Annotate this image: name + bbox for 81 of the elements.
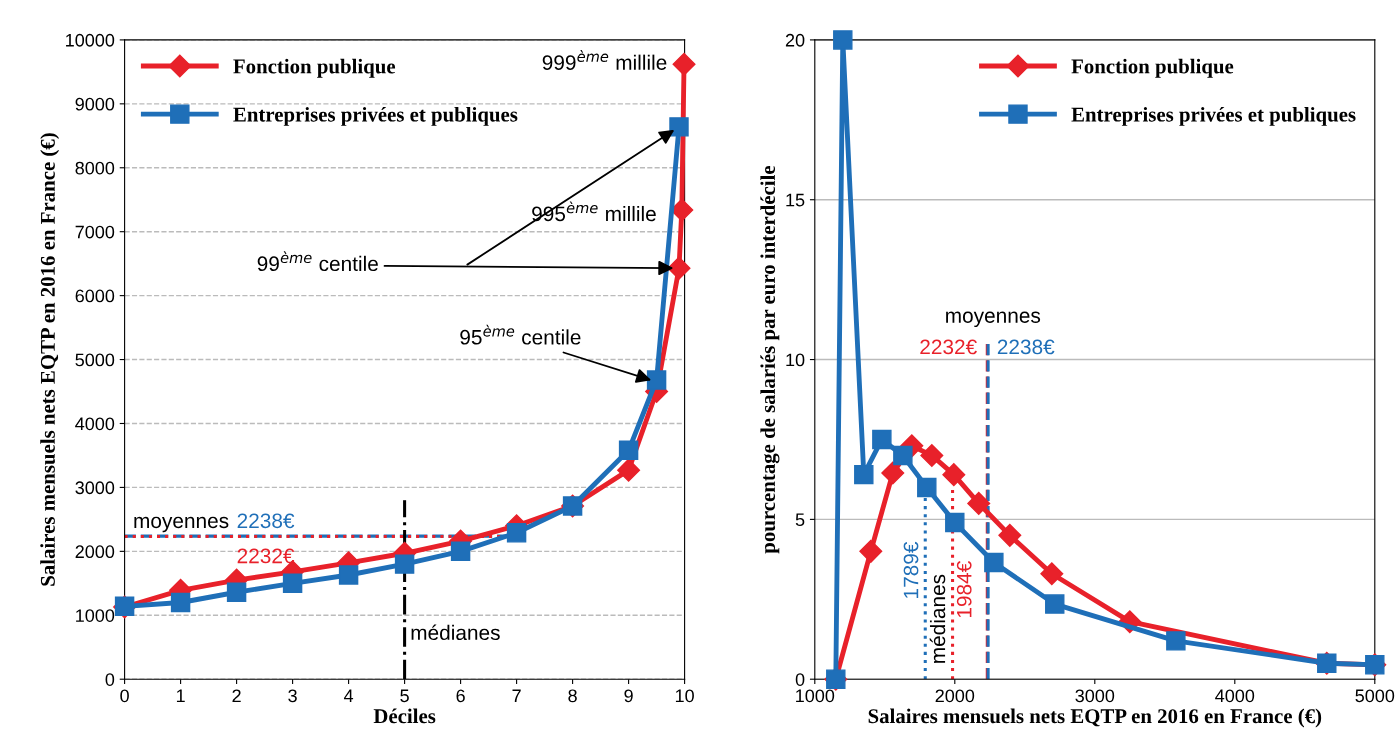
- point: [967, 491, 991, 515]
- annotation: 999$^{ème}$ millile: [542, 50, 667, 70]
- y-tick-label: 7000: [75, 225, 115, 239]
- point: [1166, 631, 1186, 651]
- point: [833, 30, 853, 50]
- annotation: 95$^{ème}$ centile: [460, 324, 581, 345]
- point: [394, 554, 415, 574]
- point: [282, 573, 303, 594]
- y-tick-label: 2000: [75, 545, 115, 559]
- point: [881, 461, 905, 485]
- point: [859, 539, 883, 563]
- x-tick-label: 9: [624, 689, 633, 703]
- point: [170, 592, 191, 613]
- x-tick-label: 3: [288, 689, 297, 703]
- y-tick-label: 9000: [75, 97, 115, 111]
- x-tick-label: 0: [120, 689, 129, 703]
- x-tick-label: 4: [343, 689, 354, 703]
- annotation: médianes: [929, 574, 946, 663]
- x-tick-label: 5000: [1355, 689, 1395, 703]
- point: [1040, 562, 1064, 586]
- point: [1045, 594, 1065, 614]
- x-tick-label: 2: [232, 689, 241, 703]
- y-axis-title: Salaires mensuels nets EQTP en 2016 en France (€): [40, 133, 60, 586]
- x-axis-title: Déciles: [373, 708, 436, 724]
- point: [872, 429, 892, 450]
- x-tick-label: 10: [675, 689, 694, 703]
- legend-label: Entreprises privées et publiques: [1071, 106, 1356, 126]
- y-tick-label: 3000: [75, 481, 115, 495]
- y-axis-title: pourcentage de salariés par euro interdécile: [760, 165, 780, 554]
- point: [617, 458, 641, 482]
- point: [672, 52, 696, 76]
- point: [618, 440, 639, 461]
- y-tick-label: 8000: [75, 161, 115, 175]
- point: [506, 523, 527, 543]
- y-tick-label: 20: [785, 33, 805, 47]
- point: [854, 464, 874, 485]
- point: [998, 523, 1022, 547]
- x-axis-title: Salaires mensuels nets EQTP en 2016 en France (€): [868, 708, 1322, 728]
- legend-label: Entreprises privées et publiques: [233, 106, 518, 126]
- y-tick-label: 10: [786, 353, 805, 367]
- point: [646, 370, 667, 390]
- x-tick-label: 1: [176, 689, 185, 703]
- ref-line-label: 2238€: [997, 339, 1055, 355]
- y-tick-label: 0: [795, 673, 805, 686]
- ref-line-label: 2238€: [237, 513, 295, 529]
- y-tick-label: 0: [105, 673, 115, 686]
- x-tick-label: 3000: [1075, 689, 1115, 703]
- y-tick-label: 10000: [66, 33, 115, 47]
- point: [917, 477, 937, 498]
- annotation: médianes: [411, 624, 500, 641]
- x-tick-label: 2000: [935, 689, 975, 703]
- point: [893, 445, 913, 466]
- legend-label: Fonction publique: [1071, 58, 1234, 78]
- point: [338, 565, 359, 585]
- y-tick-label: 1000: [76, 609, 115, 622]
- y-tick-label: 5: [795, 513, 805, 527]
- ref-line-label: 2232€: [920, 339, 977, 355]
- annotation: moyennes: [134, 516, 229, 533]
- x-tick-label: 6: [456, 689, 465, 703]
- y-tick-label: 15: [786, 193, 805, 207]
- point: [942, 463, 966, 487]
- ref-line-label: 2232€: [237, 548, 295, 564]
- legend-label: Fonction publique: [233, 58, 396, 78]
- y-tick-label: 4000: [75, 417, 115, 431]
- x-tick-label: 8: [568, 689, 577, 703]
- x-tick-label: 5: [400, 689, 409, 703]
- point: [450, 541, 471, 562]
- point: [226, 582, 247, 602]
- point: [920, 443, 944, 467]
- ref-line-label: 1984€: [956, 561, 972, 618]
- point: [669, 117, 689, 137]
- annotation: moyennes: [946, 311, 1041, 328]
- annotation: 99$^{ème}$ centile: [257, 251, 378, 272]
- y-tick-label: 5000: [75, 353, 115, 367]
- x-tick-label: 4000: [1215, 689, 1255, 703]
- point: [984, 552, 1004, 573]
- y-tick-label: 6000: [75, 289, 115, 303]
- point: [667, 256, 691, 280]
- point: [945, 512, 965, 533]
- ref-line-label: 1789€: [903, 541, 919, 598]
- x-tick-label: 7: [512, 689, 521, 703]
